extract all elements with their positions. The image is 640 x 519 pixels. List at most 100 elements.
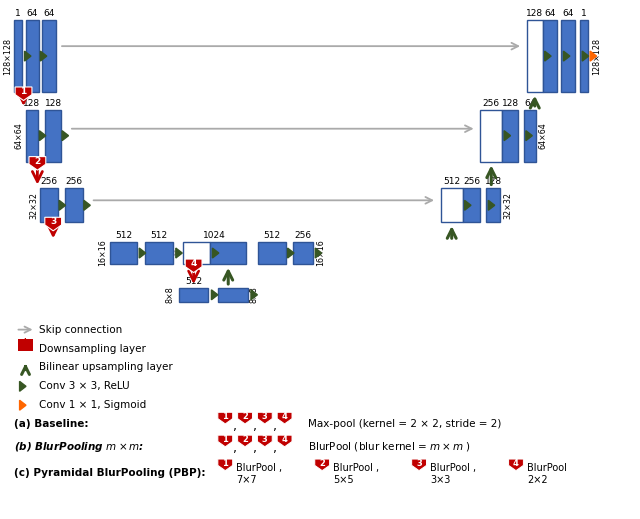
Text: ,: , — [233, 443, 237, 456]
FancyBboxPatch shape — [486, 188, 500, 222]
FancyBboxPatch shape — [561, 20, 575, 92]
Polygon shape — [504, 131, 511, 141]
Text: ,: , — [253, 419, 257, 433]
Polygon shape — [315, 459, 330, 471]
Text: 7×7: 7×7 — [236, 475, 257, 485]
Text: 256: 256 — [41, 177, 58, 186]
Text: ↓: ↓ — [19, 337, 32, 352]
Text: 128: 128 — [484, 177, 502, 186]
Text: ,: , — [253, 443, 257, 456]
FancyBboxPatch shape — [18, 338, 33, 350]
Polygon shape — [62, 131, 68, 141]
Text: 4: 4 — [282, 412, 287, 421]
Polygon shape — [316, 248, 322, 258]
Polygon shape — [563, 51, 570, 61]
Text: 2×2: 2×2 — [527, 475, 547, 485]
Text: 128: 128 — [45, 99, 62, 108]
Text: 512: 512 — [185, 277, 202, 286]
Polygon shape — [218, 435, 233, 447]
Polygon shape — [218, 459, 233, 471]
Text: ,: , — [233, 419, 237, 433]
Text: 128: 128 — [526, 9, 543, 18]
Polygon shape — [218, 412, 233, 424]
FancyBboxPatch shape — [40, 188, 58, 222]
Text: 512: 512 — [263, 231, 280, 240]
FancyBboxPatch shape — [65, 188, 83, 222]
Text: 32×32: 32×32 — [29, 192, 38, 219]
Text: 128×128: 128×128 — [592, 37, 601, 75]
Text: 128×128: 128×128 — [3, 37, 12, 75]
Text: (a) Baseline:: (a) Baseline: — [13, 419, 88, 429]
Text: 16×16: 16×16 — [99, 240, 108, 266]
Text: Downsampling layer: Downsampling layer — [40, 344, 146, 353]
Text: 1: 1 — [581, 9, 587, 18]
Text: 512: 512 — [150, 231, 168, 240]
Text: 3: 3 — [262, 412, 268, 421]
FancyBboxPatch shape — [258, 242, 285, 264]
Text: 2: 2 — [242, 412, 248, 421]
Polygon shape — [20, 400, 26, 410]
Polygon shape — [488, 200, 495, 210]
Text: 128: 128 — [23, 99, 40, 108]
Text: 8×8: 8×8 — [166, 286, 175, 303]
Polygon shape — [257, 435, 272, 447]
Text: BlurPool ,: BlurPool , — [333, 463, 379, 473]
Text: 2: 2 — [319, 458, 325, 468]
Polygon shape — [277, 435, 292, 447]
Polygon shape — [59, 200, 65, 210]
FancyBboxPatch shape — [463, 188, 481, 222]
FancyBboxPatch shape — [26, 20, 40, 92]
Polygon shape — [29, 157, 46, 170]
FancyBboxPatch shape — [543, 20, 557, 92]
Text: (c) Pyramidal BlurPooling (PBP):: (c) Pyramidal BlurPooling (PBP): — [13, 468, 205, 478]
Text: 4: 4 — [282, 434, 287, 444]
Polygon shape — [526, 131, 532, 141]
Polygon shape — [590, 51, 596, 61]
Text: 2: 2 — [242, 434, 248, 444]
Text: 64: 64 — [27, 9, 38, 18]
Text: 5×5: 5×5 — [333, 475, 354, 485]
Text: 1: 1 — [222, 412, 228, 421]
FancyBboxPatch shape — [26, 110, 38, 161]
Text: 16×16: 16×16 — [316, 240, 325, 266]
Polygon shape — [251, 290, 257, 300]
FancyBboxPatch shape — [145, 242, 173, 264]
Polygon shape — [176, 248, 182, 258]
Text: 1: 1 — [20, 87, 27, 96]
Text: 32×32: 32×32 — [503, 192, 512, 219]
Text: BlurPool ,: BlurPool , — [430, 463, 476, 473]
Text: Max-pool (kernel = 2 × 2, stride = 2): Max-pool (kernel = 2 × 2, stride = 2) — [308, 419, 502, 429]
Text: 3×3: 3×3 — [430, 475, 451, 485]
Polygon shape — [582, 51, 589, 61]
Polygon shape — [45, 217, 61, 231]
Text: 4: 4 — [191, 259, 197, 268]
Polygon shape — [277, 412, 292, 424]
Text: 64×64: 64×64 — [15, 122, 24, 149]
Text: 4: 4 — [513, 458, 519, 468]
Text: ,: , — [273, 419, 276, 433]
Polygon shape — [237, 412, 252, 424]
Text: 256: 256 — [295, 231, 312, 240]
FancyBboxPatch shape — [13, 20, 22, 92]
Polygon shape — [545, 51, 551, 61]
Polygon shape — [15, 87, 32, 101]
Text: (b) BlurPooling $m \times m$:: (b) BlurPooling $m \times m$: — [13, 440, 144, 454]
Text: 128: 128 — [502, 99, 518, 108]
Polygon shape — [20, 381, 26, 391]
Text: 1: 1 — [222, 434, 228, 444]
Text: 512: 512 — [443, 177, 460, 186]
Polygon shape — [140, 248, 146, 258]
Text: 2: 2 — [35, 157, 40, 166]
Text: ,: , — [273, 443, 276, 456]
FancyBboxPatch shape — [109, 242, 137, 264]
Text: 1: 1 — [15, 9, 20, 18]
Text: Skip connection: Skip connection — [40, 324, 123, 335]
Text: BlurPool (blur kernel = $m \times m$ ): BlurPool (blur kernel = $m \times m$ ) — [308, 441, 471, 454]
Text: 3: 3 — [50, 217, 56, 226]
FancyBboxPatch shape — [502, 110, 518, 161]
Text: Conv 1 × 1, Sigmoid: Conv 1 × 1, Sigmoid — [40, 400, 147, 410]
FancyBboxPatch shape — [179, 288, 209, 302]
FancyBboxPatch shape — [45, 110, 61, 161]
Polygon shape — [211, 290, 218, 300]
Polygon shape — [509, 459, 524, 471]
